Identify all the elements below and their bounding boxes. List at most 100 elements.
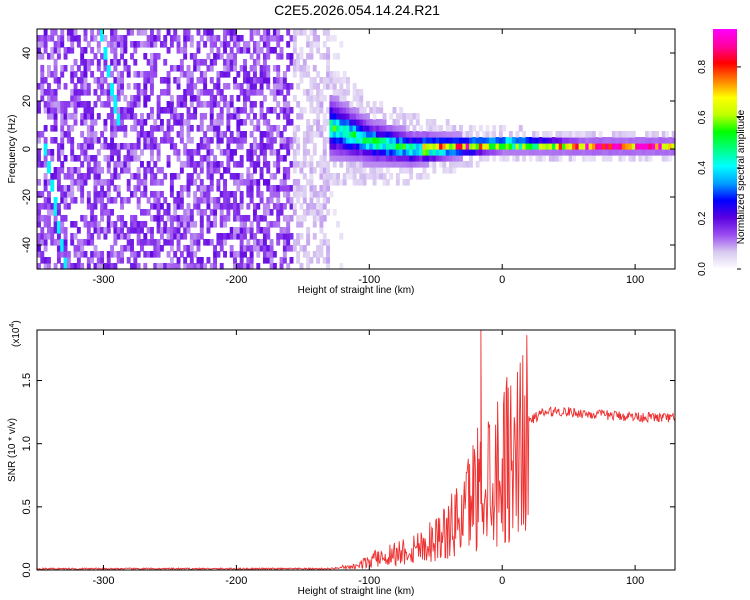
spectrogram-cell — [259, 173, 264, 180]
spectrogram-cell — [292, 203, 297, 210]
spectrogram-cell — [246, 167, 251, 174]
spectrogram-cell — [83, 215, 88, 222]
spectrogram-cell — [425, 155, 430, 162]
spectrogram-cell — [239, 215, 244, 222]
spectrogram-cell — [126, 245, 131, 252]
spectrogram-cell — [409, 167, 414, 174]
spectrogram-cell — [316, 71, 321, 78]
spectrogram-cell — [56, 41, 61, 48]
spectrogram-cell — [615, 137, 620, 144]
spectrogram-cell — [252, 47, 257, 54]
spectrogram-cell — [206, 221, 211, 228]
spectrogram-cell — [213, 95, 218, 102]
spectrogram-cell — [236, 263, 241, 270]
spectrogram-cell — [133, 119, 138, 126]
spectrogram-cell — [369, 149, 374, 156]
spectrogram-cell — [169, 65, 174, 72]
spectrogram-cell — [262, 203, 267, 210]
spectrogram-cell — [136, 131, 141, 138]
spectrogram-cell — [163, 107, 168, 114]
spectrogram-cell — [153, 245, 158, 252]
spectrogram-cell — [312, 83, 317, 90]
spectrogram-cell — [488, 137, 493, 144]
spectrogram-cell — [326, 65, 331, 72]
spectrogram-cell — [239, 155, 244, 162]
spectrogram-cell — [319, 77, 324, 84]
spectrogram-cell — [432, 155, 437, 162]
spectrogram-cell — [93, 77, 98, 84]
spectrogram-cell — [66, 257, 71, 264]
spectrogram-cell — [179, 221, 184, 228]
spectrogram-cell — [179, 137, 184, 144]
spectrogram-cell — [339, 95, 344, 102]
spectrogram-cell — [143, 137, 148, 144]
spectrogram-cell — [93, 131, 98, 138]
spectrogram-cell — [189, 137, 194, 144]
spectrogram-cell — [113, 233, 118, 240]
spectrogram-cell — [302, 155, 307, 162]
spectrogram-cell — [123, 167, 128, 174]
spectrogram-cell — [193, 251, 198, 258]
spectrogram-cell — [120, 221, 124, 228]
spectrogram-cell — [266, 47, 271, 54]
spectrogram-cell — [126, 149, 131, 156]
spectrogram-cell — [515, 137, 520, 144]
spectrogram-cell — [419, 173, 424, 180]
spectrogram-cell — [206, 197, 211, 204]
spectrogram-cell — [96, 179, 101, 186]
spectrogram-cell — [110, 47, 115, 54]
spectrogram-cell — [628, 149, 633, 156]
spectrogram-cell — [671, 131, 676, 138]
spectrogram-cell — [422, 131, 427, 138]
spectrogram-cell — [322, 143, 327, 150]
spectrogram-cell — [339, 131, 344, 138]
spectrogram-cell — [359, 89, 364, 96]
spectrogram-cell — [399, 161, 404, 168]
spectrogram-cell — [226, 215, 231, 222]
spectrogram-cell — [83, 239, 88, 246]
spectrogram-cell — [229, 65, 234, 72]
spectrogram-cell — [193, 233, 198, 240]
spectrogram-cell — [43, 137, 48, 144]
spectrogram-cell — [249, 191, 254, 198]
spectrogram-cell — [239, 239, 244, 246]
spectrogram-cell — [226, 197, 231, 204]
spectrogram-cell — [106, 155, 111, 162]
spectrogram-cell — [329, 77, 334, 84]
spectrogram-cell — [40, 77, 45, 84]
spectrogram-cell — [455, 149, 460, 156]
spectrogram-cell — [359, 167, 364, 174]
spectrogram-cell — [53, 209, 58, 216]
spectrogram-cell — [352, 83, 357, 90]
spectrogram-cell — [179, 131, 184, 138]
spectrogram-cell — [153, 179, 158, 186]
spectrogram-cell — [392, 131, 397, 138]
spectrogram-cell — [329, 71, 334, 78]
spectrogram-cell — [282, 215, 287, 222]
spectrogram-cell — [216, 185, 221, 192]
spectrogram-cell — [243, 233, 247, 240]
spectrogram-cell — [37, 215, 41, 222]
spectrogram-cell — [113, 107, 118, 114]
spectrogram-cell — [286, 185, 291, 192]
spectrogram-cell — [329, 131, 334, 138]
spectrogram-cell — [309, 167, 314, 174]
spectrogram-cell — [46, 203, 51, 210]
spectrogram-cell — [555, 137, 560, 144]
spectrogram-cell — [352, 143, 357, 150]
spectrogram-cell — [149, 227, 154, 234]
spectrogram-cell — [229, 95, 234, 102]
spectrogram-cell — [103, 119, 108, 126]
spectrogram-cell — [76, 173, 81, 180]
spectrogram-cell — [316, 209, 321, 216]
spectrogram-cell — [352, 113, 357, 120]
spectrogram-cell — [113, 29, 118, 36]
spectrogram-cell — [246, 41, 251, 48]
spectrogram-cell — [179, 161, 184, 168]
spectrogram-cell — [485, 125, 490, 132]
spectrogram-cell — [206, 29, 211, 36]
spectrogram-cell — [226, 65, 231, 72]
spectrogram-cell — [46, 89, 51, 96]
spectrogram-cell — [110, 125, 115, 132]
spectrogram-cell — [113, 125, 118, 132]
